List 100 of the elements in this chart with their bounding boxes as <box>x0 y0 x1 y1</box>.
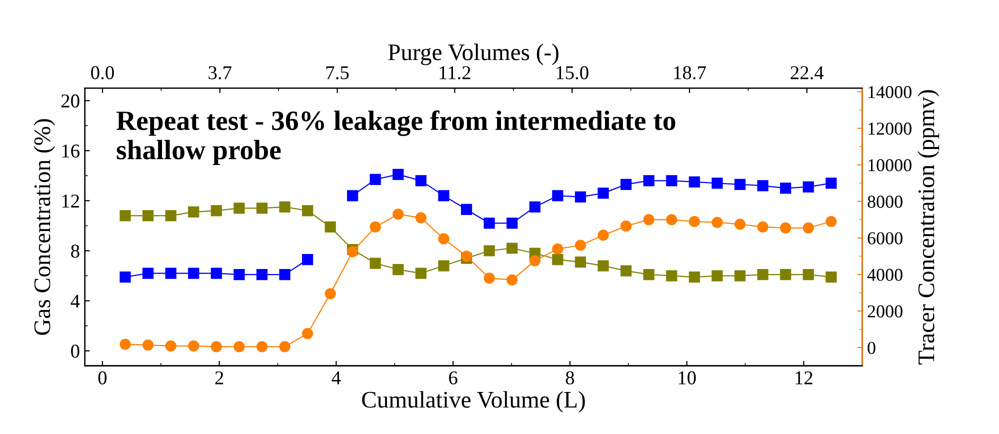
x2-tick-label: 15.0 <box>556 66 588 80</box>
point <box>415 175 426 186</box>
point <box>392 264 404 276</box>
point <box>688 176 700 188</box>
point <box>370 174 381 185</box>
annotation: Repeat test - 36% leakage from intermediate to shallow probe <box>116 110 676 166</box>
point <box>757 221 768 233</box>
point <box>688 216 700 228</box>
point <box>279 201 290 213</box>
point <box>210 205 222 216</box>
point <box>165 268 176 279</box>
point <box>643 214 654 226</box>
point <box>460 204 472 216</box>
point <box>506 218 518 229</box>
point <box>757 180 768 192</box>
x2-tick-label: 18.7 <box>674 66 706 80</box>
point <box>506 274 518 286</box>
point <box>279 268 290 280</box>
point <box>142 339 154 351</box>
point <box>392 208 404 220</box>
point <box>734 270 746 282</box>
x-tick-label: 10 <box>678 371 696 384</box>
point <box>552 190 564 202</box>
point <box>666 270 678 282</box>
point <box>120 271 131 283</box>
x-axis-title: Cumulative Volume (L) <box>362 391 585 413</box>
point <box>780 182 792 194</box>
point <box>802 181 814 192</box>
y-tick-label: 12 <box>62 194 79 208</box>
point <box>620 220 632 232</box>
point <box>438 233 450 244</box>
point <box>234 341 245 352</box>
point <box>188 340 200 352</box>
x-tick-label: 0 <box>98 371 107 384</box>
point <box>552 254 564 266</box>
point <box>234 268 245 280</box>
point <box>256 202 268 214</box>
x2-axis-title: Purge Volumes (-) <box>388 44 558 66</box>
point <box>324 221 336 233</box>
point <box>210 268 222 279</box>
point <box>188 268 200 279</box>
point <box>826 216 837 228</box>
point <box>302 205 314 216</box>
point <box>620 265 632 276</box>
x2-tick-label: 22.4 <box>790 66 824 80</box>
point <box>643 175 654 186</box>
point <box>712 178 723 189</box>
x-tick-label: 8 <box>566 371 574 384</box>
point <box>574 191 586 203</box>
y2-tick-label: 12000 <box>868 122 912 135</box>
x2-tick-label: 3.7 <box>208 66 232 80</box>
point <box>120 210 131 222</box>
x-tick-label: 12 <box>796 371 812 384</box>
y2-tick-label: 4000 <box>867 268 902 281</box>
point <box>234 202 245 214</box>
point <box>279 341 290 352</box>
point <box>347 190 358 202</box>
y-axis-title: Gas Concentration (%) <box>34 119 56 335</box>
point <box>826 271 837 283</box>
point <box>415 212 426 224</box>
point <box>712 216 723 228</box>
point <box>529 201 540 213</box>
y2-tick-label: 6000 <box>868 232 902 244</box>
x-tick-label: 4 <box>332 371 341 384</box>
y-tick-label: 20 <box>61 94 80 108</box>
point <box>392 168 404 180</box>
point <box>324 288 336 300</box>
point <box>370 258 381 269</box>
point <box>780 268 792 280</box>
y-tick-label: 0 <box>71 344 80 358</box>
point <box>598 188 609 199</box>
point <box>347 246 358 258</box>
y2-tick-label: 8000 <box>868 196 902 208</box>
x-tick-label: 6 <box>449 371 458 384</box>
y-tick-label: 8 <box>71 244 80 258</box>
point <box>666 214 678 226</box>
point <box>120 338 131 350</box>
point <box>552 243 564 254</box>
point <box>484 245 495 256</box>
point <box>210 341 222 352</box>
point <box>484 272 495 284</box>
x2-tick-label: 0.0 <box>91 66 114 80</box>
point <box>598 230 609 241</box>
point <box>302 254 314 266</box>
point <box>438 190 450 202</box>
point <box>370 221 381 233</box>
point <box>529 255 540 266</box>
point <box>415 268 426 279</box>
y2-axis-title: Tracer Concentration (ppmv) <box>918 90 940 364</box>
point <box>598 260 609 272</box>
point <box>438 260 450 272</box>
point <box>142 268 154 279</box>
point <box>256 268 268 280</box>
point <box>734 178 746 190</box>
point <box>256 341 268 352</box>
point <box>802 222 814 234</box>
y2-tick-label: 10000 <box>868 159 912 172</box>
point <box>302 328 314 340</box>
point <box>142 210 154 222</box>
x2-tick-label: 11.2 <box>440 66 470 80</box>
